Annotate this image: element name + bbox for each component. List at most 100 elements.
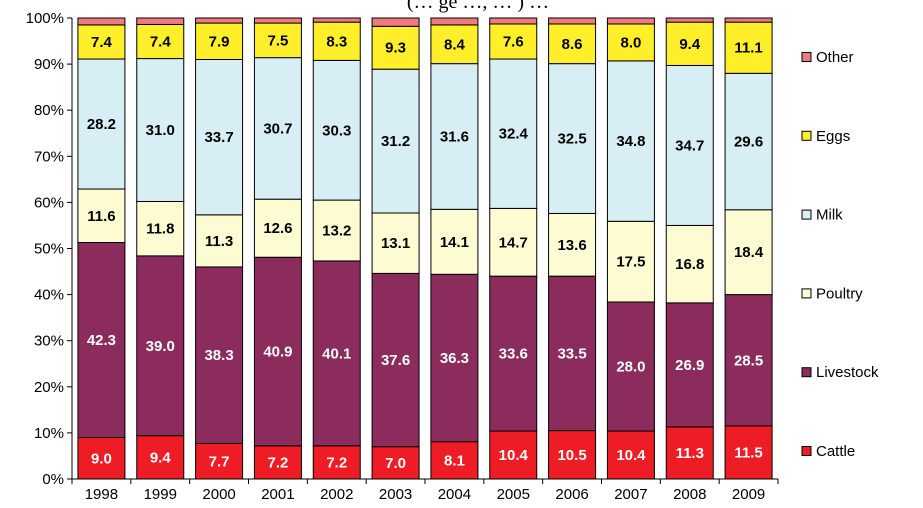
bar-segment-other [548, 17, 597, 25]
bar-segment-milk [195, 58, 244, 216]
legend-item-poultry: Poultry [801, 285, 863, 302]
bar-segment-other [195, 17, 244, 24]
data-label: 34.7 [675, 137, 704, 154]
bar-segment-cattle [371, 446, 420, 480]
data-label: 37.6 [381, 352, 410, 369]
x-tick-label: 2004 [438, 486, 471, 503]
data-label: 8.3 [326, 33, 347, 50]
y-tick-label: 60% [34, 194, 64, 211]
bar-stack-2003: 7.0 37.6 13.1 31.2 9.3 [371, 17, 420, 480]
bar-segment-poultry [606, 220, 655, 303]
bar-segment-other [606, 17, 655, 25]
x-axis: 1998 1999 2000 2001 2002 2003 2004 2005 2006 2007… [71, 478, 779, 503]
bar-segment-livestock [253, 256, 302, 447]
legend-label: Milk [816, 207, 843, 224]
data-label: 14.7 [499, 234, 528, 251]
bar-segment-milk [430, 63, 479, 210]
y-tick-label: 30% [34, 333, 64, 350]
y-tick-label: 100% [26, 10, 64, 27]
bar-stack-2007: 10.4 28.0 17.5 34.8 8.0 [606, 17, 655, 480]
data-label: 10.5 [557, 447, 586, 464]
legend-label: Other [816, 49, 854, 66]
bar-segment-cattle [77, 437, 126, 480]
data-label: 7.6 [503, 34, 524, 51]
data-label: 7.2 [326, 454, 347, 471]
bar-stack-2001: 7.2 40.9 12.6 30.7 7.5 [253, 17, 302, 480]
data-label: 34.8 [616, 133, 645, 150]
data-label: 11.1 [734, 40, 762, 57]
legend-label: Eggs [816, 128, 850, 145]
y-axis: 0% 10% 20% 30% 40% 50% 60% 70% 80% 90% 100% [26, 10, 73, 488]
legend-item-cattle: Cattle [801, 443, 855, 460]
legend-item-other: Other [801, 49, 854, 66]
data-label: 30.7 [263, 120, 292, 137]
bar-segment-eggs [724, 21, 773, 74]
bar-stack-2006: 10.5 33.5 13.6 32.5 8.6 [548, 17, 597, 480]
data-label: 11.3 [676, 445, 704, 462]
legend-label: Poultry [816, 285, 863, 302]
bar-segment-milk [253, 57, 302, 200]
x-tick-label: 2001 [261, 486, 294, 503]
legend-swatch [801, 446, 812, 456]
data-label: 7.2 [267, 454, 288, 471]
y-tick-label: 90% [34, 56, 64, 73]
bar-segment-eggs [77, 24, 126, 60]
bar-stack-2000: 7.7 38.3 11.3 33.7 7.9 [195, 17, 244, 480]
data-label: 40.1 [322, 345, 351, 362]
bar-segment-other [724, 17, 773, 23]
bar-segment-eggs [606, 23, 655, 62]
bar-segment-livestock [312, 260, 361, 447]
data-label: 42.3 [87, 332, 116, 349]
x-tick-label: 2003 [379, 486, 412, 503]
bar-segment-poultry [665, 224, 714, 304]
bars: 9.0 42.3 11.6 28.2 7.4 9.4 39.0 11.8 31.0 7.4 7.7 3… [77, 17, 773, 480]
data-label: 31.6 [440, 128, 469, 145]
legend-swatch [801, 52, 812, 62]
data-label: 30.3 [322, 122, 351, 139]
legend-item-milk: Milk [801, 207, 843, 224]
bar-segment-other [253, 17, 302, 24]
legend-swatch [801, 209, 812, 220]
data-label: 10.4 [499, 447, 529, 464]
x-tick-label: 2007 [614, 486, 647, 503]
bar-segment-eggs [489, 23, 538, 60]
data-label: 12.6 [263, 220, 292, 237]
bar-segment-cattle [606, 430, 655, 480]
data-label: 28.2 [87, 116, 116, 133]
data-label: 11.8 [146, 221, 174, 238]
legend: Other Eggs Milk Poultry Livestock Cattle [801, 49, 879, 460]
data-label: 13.6 [557, 237, 586, 254]
data-label: 8.4 [444, 36, 466, 53]
bar-segment-livestock [136, 255, 185, 437]
bar-segment-livestock [371, 272, 420, 448]
bar-segment-poultry [136, 200, 185, 257]
bar-segment-other [665, 17, 714, 23]
chart-title: (… ge …, … ) … [407, 0, 549, 13]
bar-segment-poultry [253, 198, 302, 258]
bar-segment-livestock [195, 266, 244, 445]
bar-stack-2008: 11.3 26.9 16.8 34.7 9.4 [665, 17, 714, 480]
bar-stack-2004: 8.1 36.3 14.1 31.6 8.4 [430, 17, 479, 480]
bar-segment-other [77, 17, 126, 26]
y-tick-label: 80% [34, 102, 64, 119]
bar-segment-cattle [489, 430, 538, 480]
bar-stack-1998: 9.0 42.3 11.6 28.2 7.4 [77, 17, 126, 480]
data-label: 8.6 [562, 36, 583, 53]
bar-segment-milk [606, 60, 655, 222]
bar-stack-2005: 10.4 33.6 14.7 32.4 7.6 [489, 17, 538, 480]
bar-segment-cattle [253, 445, 302, 480]
data-label: 32.5 [557, 131, 586, 148]
data-label: 9.0 [91, 450, 112, 467]
data-label: 28.5 [734, 352, 763, 369]
bar-segment-poultry [371, 212, 420, 274]
data-label: 40.9 [263, 344, 292, 361]
data-label: 8.1 [444, 452, 465, 469]
x-tick-label: 2008 [673, 486, 706, 503]
bar-stack-2002: 7.2 40.1 13.2 30.3 8.3 [312, 17, 361, 480]
x-tick-label: 2005 [497, 486, 530, 503]
data-label: 18.4 [734, 244, 764, 261]
data-label: 7.7 [209, 453, 230, 470]
data-label: 17.5 [616, 254, 645, 271]
bar-segment-eggs [371, 25, 420, 70]
data-label: 26.9 [675, 357, 704, 374]
